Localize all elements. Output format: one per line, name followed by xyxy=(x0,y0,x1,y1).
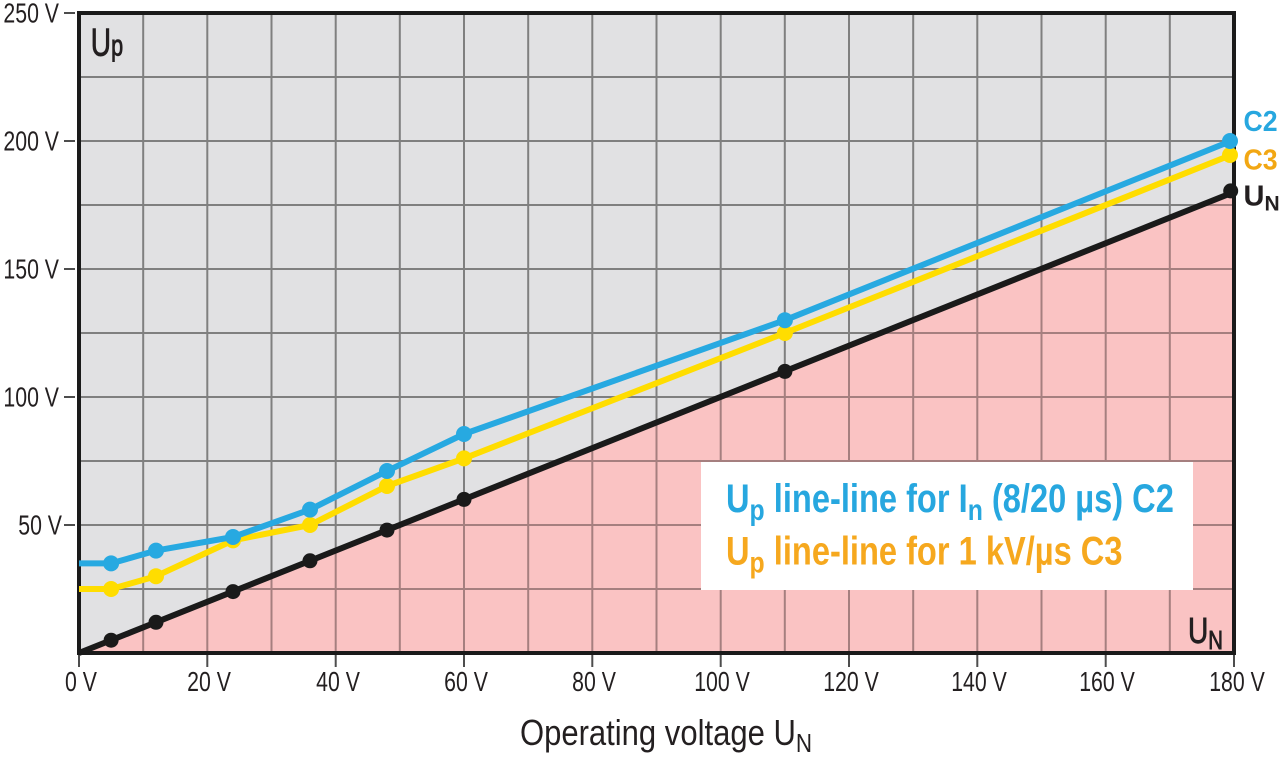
svg-text:180 V: 180 V xyxy=(1209,666,1265,698)
svg-text:C2: C2 xyxy=(1244,105,1278,137)
svg-text:0 V: 0 V xyxy=(65,666,97,698)
svg-text:150 V: 150 V xyxy=(3,254,59,286)
svg-text:140 V: 140 V xyxy=(951,666,1007,698)
svg-text:Up: Up xyxy=(91,21,123,65)
svg-text:40 V: 40 V xyxy=(316,666,360,698)
svg-text:Up line-line for In (8/20 µs): Up line-line for In (8/20 µs) C2 xyxy=(726,476,1174,527)
svg-text:200 V: 200 V xyxy=(3,126,59,158)
svg-text:C3: C3 xyxy=(1244,143,1278,175)
svg-text:100 V: 100 V xyxy=(3,382,59,414)
svg-text:Operating voltage UN: Operating voltage UN xyxy=(520,714,812,758)
svg-text:50 V: 50 V xyxy=(18,510,62,542)
svg-text:60 V: 60 V xyxy=(444,666,488,698)
svg-text:20 V: 20 V xyxy=(187,666,231,698)
svg-text:80 V: 80 V xyxy=(572,666,616,698)
svg-text:160 V: 160 V xyxy=(1079,666,1135,698)
svg-text:250 V: 250 V xyxy=(3,0,59,29)
svg-text:100 V: 100 V xyxy=(694,666,750,698)
svg-text:UN: UN xyxy=(1244,181,1280,216)
svg-text:120 V: 120 V xyxy=(823,666,879,698)
svg-text:Up line-line for 1 kV/µs C3: Up line-line for 1 kV/µs C3 xyxy=(726,529,1122,580)
